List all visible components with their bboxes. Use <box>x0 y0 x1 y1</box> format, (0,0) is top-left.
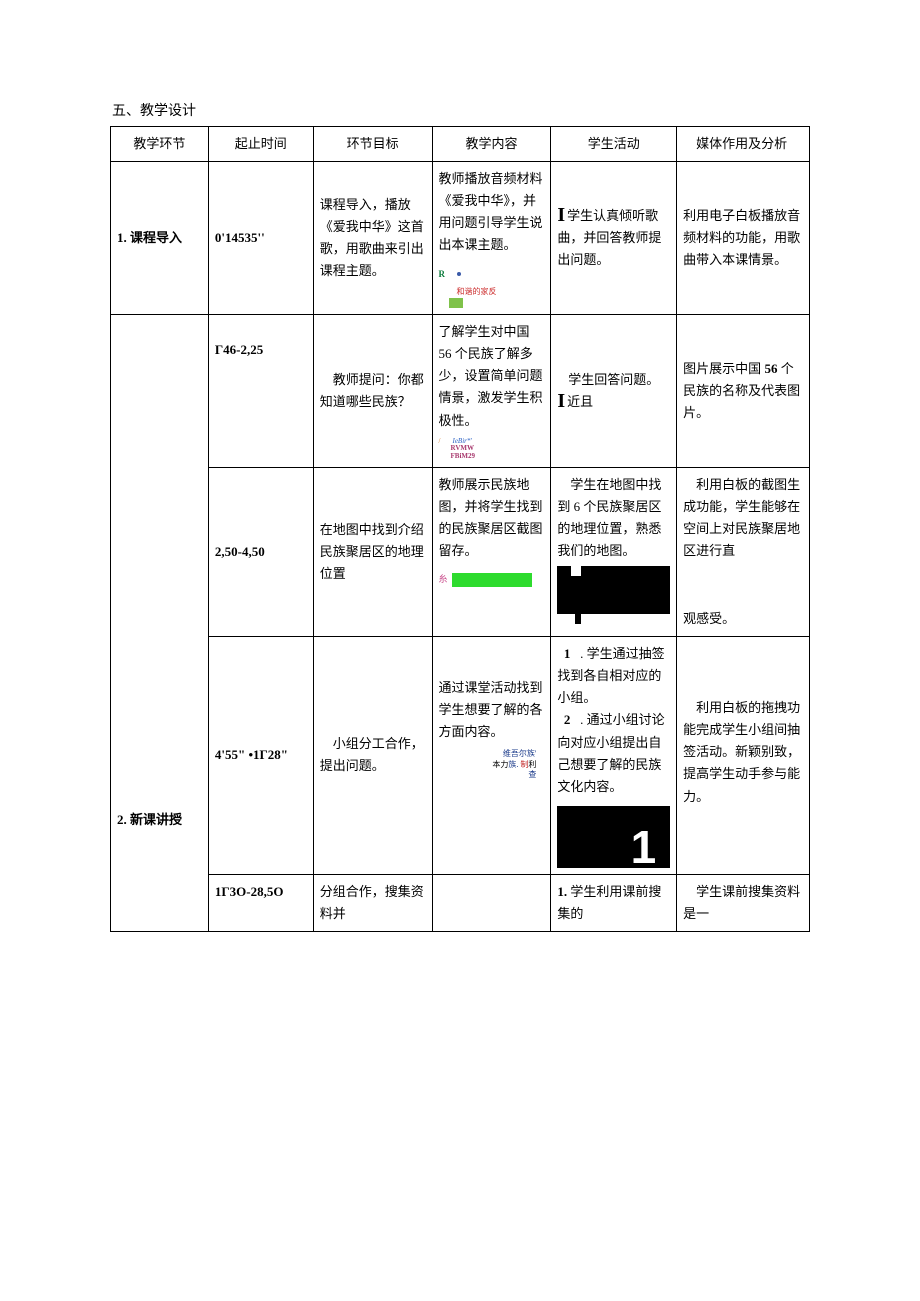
table-row: 2. 新课讲授 Γ46-2,25 教师提问：你都知道哪些民族？ 了解学生对中国 … <box>111 315 810 468</box>
goal-cell: 课程导入，播放《爱我中华》这首歌，用歌曲来引出课程主题。 <box>313 162 432 315</box>
media-cell: 利用白板的截图生成功能，学生能够在空间上对民族聚居地区进行直 观感受。 <box>677 467 810 636</box>
table-row: 1. 课程导入 0'14535'' 课程导入，播放《爱我中华》这首歌，用歌曲来引… <box>111 162 810 315</box>
stage-cell: 2. 新课讲授 <box>111 315 209 932</box>
table-row: 2,50-4,50 在地图中找到介绍民族聚居区的地理位置 教师展示民族地图，并将… <box>111 467 810 636</box>
thumbnail-icon: 维吾尔族' 本力族. 制利 查 <box>439 749 545 780</box>
table-row: 1Γ3O-28,5O 分组合作，搜集资料并 1. 学生利用课前搜集的 学生课前搜… <box>111 874 810 931</box>
goal-cell: 小组分工合作，提出问题。 <box>313 637 432 875</box>
media-cell: 利用白板的拖拽功能完成学生小组间抽签活动。新颖别致，提高学生动手参与能力。 <box>677 637 810 875</box>
time-cell: 4'55" •1Γ28" <box>208 637 313 875</box>
table-header-row: 教学环节 起止时间 环节目标 教学内容 学生活动 媒体作用及分析 <box>111 127 810 162</box>
activity-cell: 学生回答问题。 I近且 <box>551 315 677 468</box>
col-activity: 学生活动 <box>551 127 677 162</box>
media-cell: 学生课前搜集资料是一 <box>677 874 810 931</box>
content-cell <box>432 874 551 931</box>
content-cell: 了解学生对中国 56 个民族了解多少，设置简单问题情景，激发学生积极性。 /Ie… <box>432 315 551 468</box>
media-cell: 图片展示中国 56 个民族的名称及代表图片。 <box>677 315 810 468</box>
col-media: 媒体作用及分析 <box>677 127 810 162</box>
thumbnail-icon: 1 <box>557 806 670 868</box>
content-cell: 教师展示民族地图，并将学生找到的民族聚居区截图留存。 糸 <box>432 467 551 636</box>
col-goal: 环节目标 <box>313 127 432 162</box>
cursor-icon: I <box>557 391 565 411</box>
cursor-icon: I <box>557 205 565 225</box>
activity-cell: 学生在地图中找到 6 个民族聚居区的地理位置，熟悉我们的地图。 <box>551 467 677 636</box>
time-cell: 2,50-4,50 <box>208 467 313 636</box>
time-cell: Γ46-2,25 <box>208 315 313 468</box>
goal-cell: 在地图中找到介绍民族聚居区的地理位置 <box>313 467 432 636</box>
media-cell: 利用电子白板播放音频材料的功能，用歌曲带入本课情景。 <box>677 162 810 315</box>
col-content: 教学内容 <box>432 127 551 162</box>
col-time: 起止时间 <box>208 127 313 162</box>
content-cell: 教师播放音频材料《爱我中华》，并用问题引导学生说出本课主题。 R 和谐的家反 <box>432 162 551 315</box>
goal-cell: 教师提问：你都知道哪些民族？ <box>313 315 432 468</box>
table-row: 4'55" •1Γ28" 小组分工合作，提出问题。 通过课堂活动找到学生想要了解… <box>111 637 810 875</box>
activity-cell: 1. 学生利用课前搜集的 <box>551 874 677 931</box>
time-cell: 1Γ3O-28,5O <box>208 874 313 931</box>
lesson-design-table: 教学环节 起止时间 环节目标 教学内容 学生活动 媒体作用及分析 1. 课程导入… <box>110 126 810 932</box>
activity-cell: I学生认真倾听歌曲，并回答教师提出问题。 <box>551 162 677 315</box>
time-cell: 0'14535'' <box>208 162 313 315</box>
thumbnail-icon: R 和谐的家反 <box>439 262 545 308</box>
content-cell: 通过课堂活动找到学生想要了解的各方面内容。 维吾尔族' 本力族. 制利 查 <box>432 637 551 875</box>
thumbnail-icon <box>557 566 670 614</box>
col-stage: 教学环节 <box>111 127 209 162</box>
activity-cell: 1 . 学生通过抽签找到各自相对应的小组。 2 . 通过小组讨论向对应小组提出自… <box>551 637 677 875</box>
stage-cell: 1. 课程导入 <box>111 162 209 315</box>
thumbnail-icon: 糸 <box>439 568 545 590</box>
section-title: 五、教学设计 <box>110 100 810 120</box>
thumbnail-icon: /IeBir*' RVMW FBiM29 <box>439 438 545 461</box>
goal-cell: 分组合作，搜集资料并 <box>313 874 432 931</box>
